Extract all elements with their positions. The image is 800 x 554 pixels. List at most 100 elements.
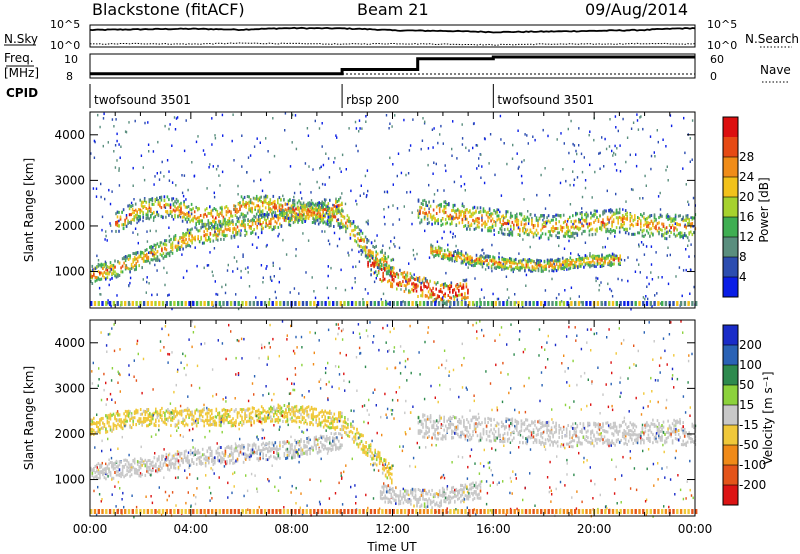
noise-cell [625,160,627,164]
echo-cell [632,224,635,228]
noise-cell [146,280,148,284]
noise-cell [482,262,485,265]
echo-cell [337,223,340,227]
noise-cell [497,208,500,212]
echo-cell [602,221,604,225]
echo-cell [454,203,456,207]
noise-cell [259,141,261,144]
echo-cell [284,208,287,212]
noise-cell [443,189,445,192]
echo-cell [186,231,189,235]
echo-cell [268,200,270,204]
echo-cell [112,464,115,468]
echo-cell [136,472,139,476]
echo-cell [259,218,261,222]
echo-cell [301,209,303,213]
echo-cell [325,222,327,226]
echo-cell [574,260,576,264]
echo-cell [327,215,330,219]
echo-cell [397,273,400,277]
echo-cell [280,198,282,202]
echo-cell [204,212,206,216]
echo-cell [480,260,482,264]
echo-cell [159,464,162,468]
echo-cell [434,217,436,221]
echo-cell [496,208,498,212]
noise-cell [655,219,657,222]
echo-cell [555,259,558,263]
echo-cell [381,250,383,254]
noise-cell [428,207,430,210]
echo-cell [150,198,152,202]
ground-strip-cell [453,301,456,306]
echo-cell [224,206,226,210]
echo-cell [226,459,228,463]
echo-cell [213,220,216,224]
noise-cell [109,224,112,227]
ground-strip-cell [112,301,116,306]
echo-cell [400,272,403,276]
echo-cell [214,456,216,460]
echo-cell [455,214,458,217]
echo-cell [247,454,249,458]
echo-cell [97,472,100,475]
echo-cell [500,224,503,228]
ground-strip-cell [301,301,305,306]
echo-cell [665,214,668,218]
noise-cell [687,200,689,204]
echo-cell [458,209,461,213]
echo-cell [240,212,243,216]
echo-cell [111,276,113,280]
echo-cell [314,216,317,220]
echo-cell [574,264,576,268]
echo-cell [120,471,122,475]
echo-cell [588,229,591,233]
echo-cell [485,213,488,217]
echo-cell [428,221,430,225]
echo-cell [262,214,264,218]
echo-cell [441,209,444,213]
echo-cell [575,219,577,223]
echo-cell [574,262,576,266]
echo-cell [263,195,265,199]
echo-cell [602,212,604,216]
echo-cell [385,272,388,276]
ground-strip-cell [275,301,278,306]
echo-cell [556,227,559,231]
echo-cell [235,233,237,237]
noise-cell [344,288,347,292]
echo-cell [255,212,258,216]
echo-cell [247,448,249,452]
echo-cell [449,295,451,299]
echo-cell [185,231,187,235]
echo-cell [154,199,157,203]
echo-cell [197,229,199,233]
echo-cell [96,276,98,279]
echo-cell [132,260,134,264]
echo-cell [538,217,541,221]
echo-cell [210,221,213,225]
echo-cell [245,453,248,457]
echo-cell [147,255,150,259]
ground-strip-cell [649,301,652,306]
echo-cell [190,218,193,222]
echo-cell [177,450,180,454]
echo-cell [375,244,377,248]
echo-cell [300,205,302,209]
noise-cell [593,209,596,212]
echo-cell [91,282,94,285]
echo-cell [549,220,551,224]
echo-cell [316,218,319,222]
noise-cell [293,195,295,199]
noise-cell [638,243,640,246]
echo-cell [432,199,435,203]
echo-cell [274,225,277,229]
echo-cell [590,228,592,232]
echo-cell [112,462,115,466]
noise-cell [615,169,618,172]
echo-cell [274,199,276,203]
echo-cell [118,229,120,233]
echo-cell [106,466,109,470]
echo-cell [599,265,602,268]
echo-cell [547,219,550,223]
